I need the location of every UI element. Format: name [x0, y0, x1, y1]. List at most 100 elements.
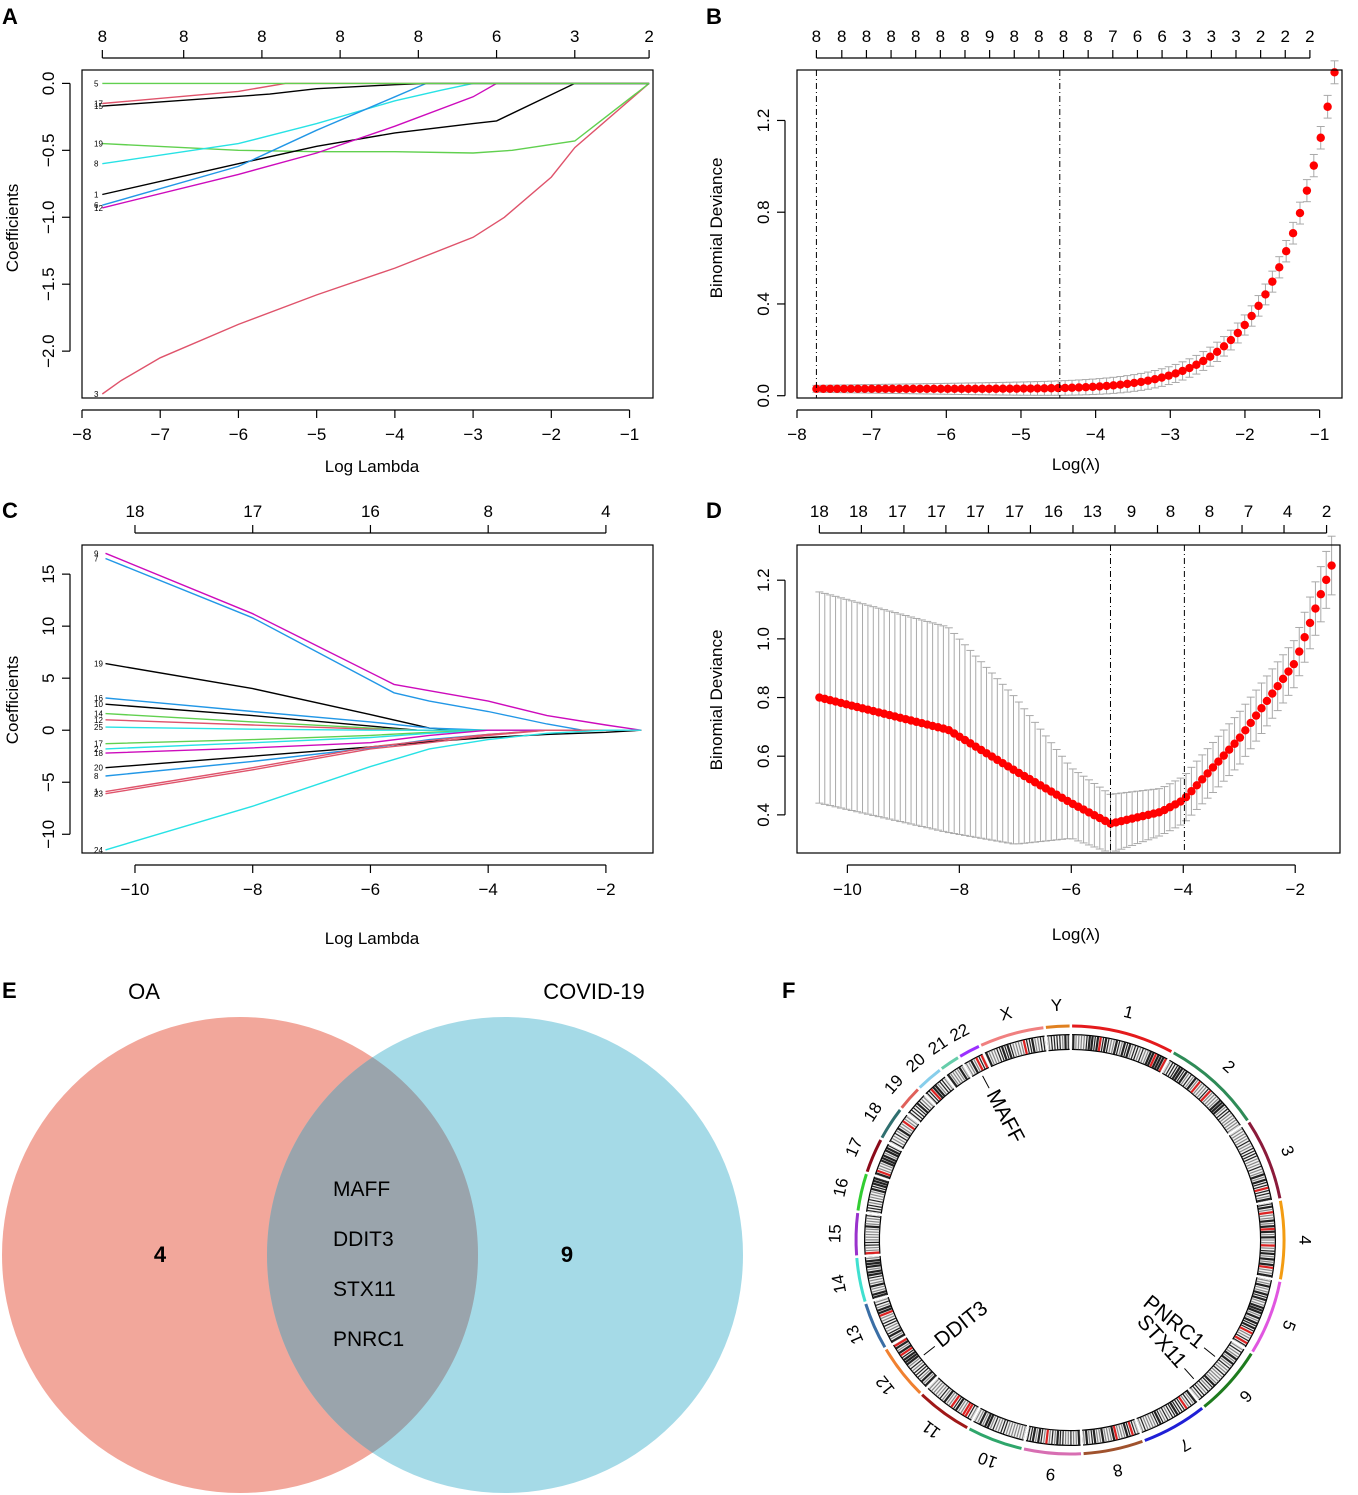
- chromosome-band: [898, 1344, 912, 1355]
- chromosome-band: [1012, 1042, 1018, 1057]
- panel-d-top-tick-label: 8: [1166, 502, 1175, 521]
- chromosome-band: [989, 1415, 997, 1430]
- chromosome-band: [874, 1297, 889, 1304]
- panel-b-deviance-point: [971, 384, 980, 393]
- chromosome-arc: [1172, 1051, 1249, 1122]
- panel-b-top-tick-label: 7: [1108, 27, 1117, 46]
- panel-d-deviance-point: [1203, 769, 1212, 778]
- chromosome-band: [1153, 1055, 1163, 1070]
- venn-gene-label: DDIT3: [333, 1228, 394, 1251]
- chromosome-band: [1053, 1430, 1057, 1445]
- chromosome-band: [1149, 1053, 1158, 1068]
- panel-b-y-label: Binomial Deviance: [707, 158, 726, 299]
- chromosome-band: [1048, 1429, 1052, 1444]
- chromosome-band: [1194, 1084, 1205, 1097]
- chromosome-band: [1130, 1420, 1137, 1435]
- chromosome-band: [1242, 1152, 1257, 1160]
- panel-a-top-tick-label: 3: [570, 27, 579, 46]
- chromosome-band: [1200, 1378, 1211, 1390]
- chromosome-band: [866, 1264, 881, 1269]
- chromosome-band: [902, 1120, 916, 1131]
- chromosome-band: [1000, 1046, 1008, 1061]
- chromosome-band: [1178, 1070, 1188, 1084]
- chromosome-band: [896, 1130, 909, 1139]
- panel-b-deviance-point: [1240, 320, 1249, 330]
- chromosome-band: [888, 1329, 903, 1338]
- chromosome-band: [865, 1256, 880, 1260]
- chromosome-band: [1234, 1135, 1247, 1144]
- panel-a-x-label: Log Lambda: [325, 457, 420, 476]
- chromosome-band: [885, 1322, 899, 1330]
- panel-b-deviance-point: [1164, 371, 1173, 380]
- chromosome-band: [1253, 1290, 1268, 1296]
- chromosome-band: [1059, 1035, 1061, 1050]
- panel-b-deviance-point: [1323, 102, 1332, 111]
- panel-b-deviance-point: [978, 384, 987, 393]
- panel-b-deviance-point: [936, 384, 945, 394]
- chromosome-band: [1045, 1429, 1049, 1444]
- panel-b-x-tick-label: −3: [1161, 425, 1180, 444]
- panel-b-deviance-point: [1247, 311, 1256, 321]
- chromosome-band: [909, 1111, 921, 1122]
- chromosome-band: [1182, 1074, 1192, 1087]
- chromosome-band: [1087, 1035, 1092, 1051]
- panel-c-top-tick-label: 4: [601, 502, 610, 521]
- chromosome-band: [1241, 1321, 1256, 1330]
- panel-b-deviance-point: [1199, 356, 1208, 366]
- chromosome-band: [1002, 1420, 1009, 1435]
- chromosome-band: [961, 1065, 970, 1079]
- chromosome-band: [1260, 1255, 1275, 1258]
- chromosome-band: [877, 1304, 892, 1312]
- panel-c-x-label: Log Lambda: [325, 929, 420, 948]
- chromosome-band: [881, 1315, 895, 1322]
- chromosome-band: [1257, 1203, 1272, 1207]
- panel-a-series-label: 3: [94, 390, 99, 399]
- panel-c-y-tick-label: 10: [39, 617, 58, 636]
- chromosome-band: [980, 1054, 989, 1069]
- panel-d-y-tick-label: 0.8: [754, 686, 773, 710]
- panel-c-series-label: 18: [94, 749, 103, 758]
- chromosome-band: [876, 1169, 891, 1177]
- panel-b-y-tick-label: 0.4: [754, 292, 773, 316]
- chromosome-band: [1026, 1426, 1031, 1441]
- chromosome-arc: [1144, 1407, 1204, 1442]
- chromosome-band: [1243, 1319, 1257, 1327]
- chromosome-band: [1180, 1072, 1190, 1085]
- panel-b-top-tick-label: 6: [1157, 27, 1166, 46]
- chromosome-band: [1212, 1103, 1225, 1115]
- chromosome-band: [1258, 1268, 1273, 1272]
- chromosome-label: 8: [1111, 1460, 1124, 1481]
- chromosome-band: [1173, 1399, 1183, 1412]
- chromosome-band: [1220, 1357, 1232, 1367]
- chromosome-band: [1200, 1089, 1212, 1102]
- panel-b-deviance-point: [1157, 373, 1167, 382]
- chromosome-band: [869, 1196, 884, 1201]
- panel-b-deviance-point: [881, 384, 890, 394]
- chromosome-band: [1135, 1047, 1142, 1061]
- panel-b-top-tick-label: 2: [1305, 27, 1314, 46]
- chromosome-band: [1051, 1430, 1054, 1445]
- chromosome-band: [1151, 1054, 1160, 1069]
- chromosome-band: [998, 1047, 1005, 1061]
- chromosome-band: [1077, 1035, 1080, 1050]
- chromosome-band: [1186, 1390, 1197, 1403]
- panel-a-path-series: [102, 82, 650, 206]
- chromosome-band: [900, 1123, 914, 1132]
- panel-c-series-label: 1: [94, 788, 99, 797]
- chromosome-band: [930, 1088, 942, 1101]
- panel-a-x-tick-label: −8: [72, 425, 91, 444]
- chromosome-band: [988, 1051, 995, 1065]
- chromosome-band: [1036, 1037, 1041, 1052]
- chromosome-arc: [900, 1088, 919, 1109]
- panel-b-deviance-point: [1109, 381, 1118, 390]
- panel-c-path-series: [105, 552, 642, 731]
- panel-d-top-tick-label: 16: [1044, 502, 1063, 521]
- chromosome-label: 2: [1219, 1057, 1239, 1077]
- panel-d-y-tick-label: 1.2: [754, 568, 773, 592]
- chromosome-band: [1222, 1117, 1235, 1127]
- panel-d-y-label: Binomial Deviance: [707, 630, 726, 771]
- panel-c-path-series: [105, 729, 642, 793]
- panel-b-deviance-point: [1212, 347, 1222, 357]
- chromosome-band: [1163, 1061, 1172, 1074]
- chromosome-band: [903, 1350, 916, 1361]
